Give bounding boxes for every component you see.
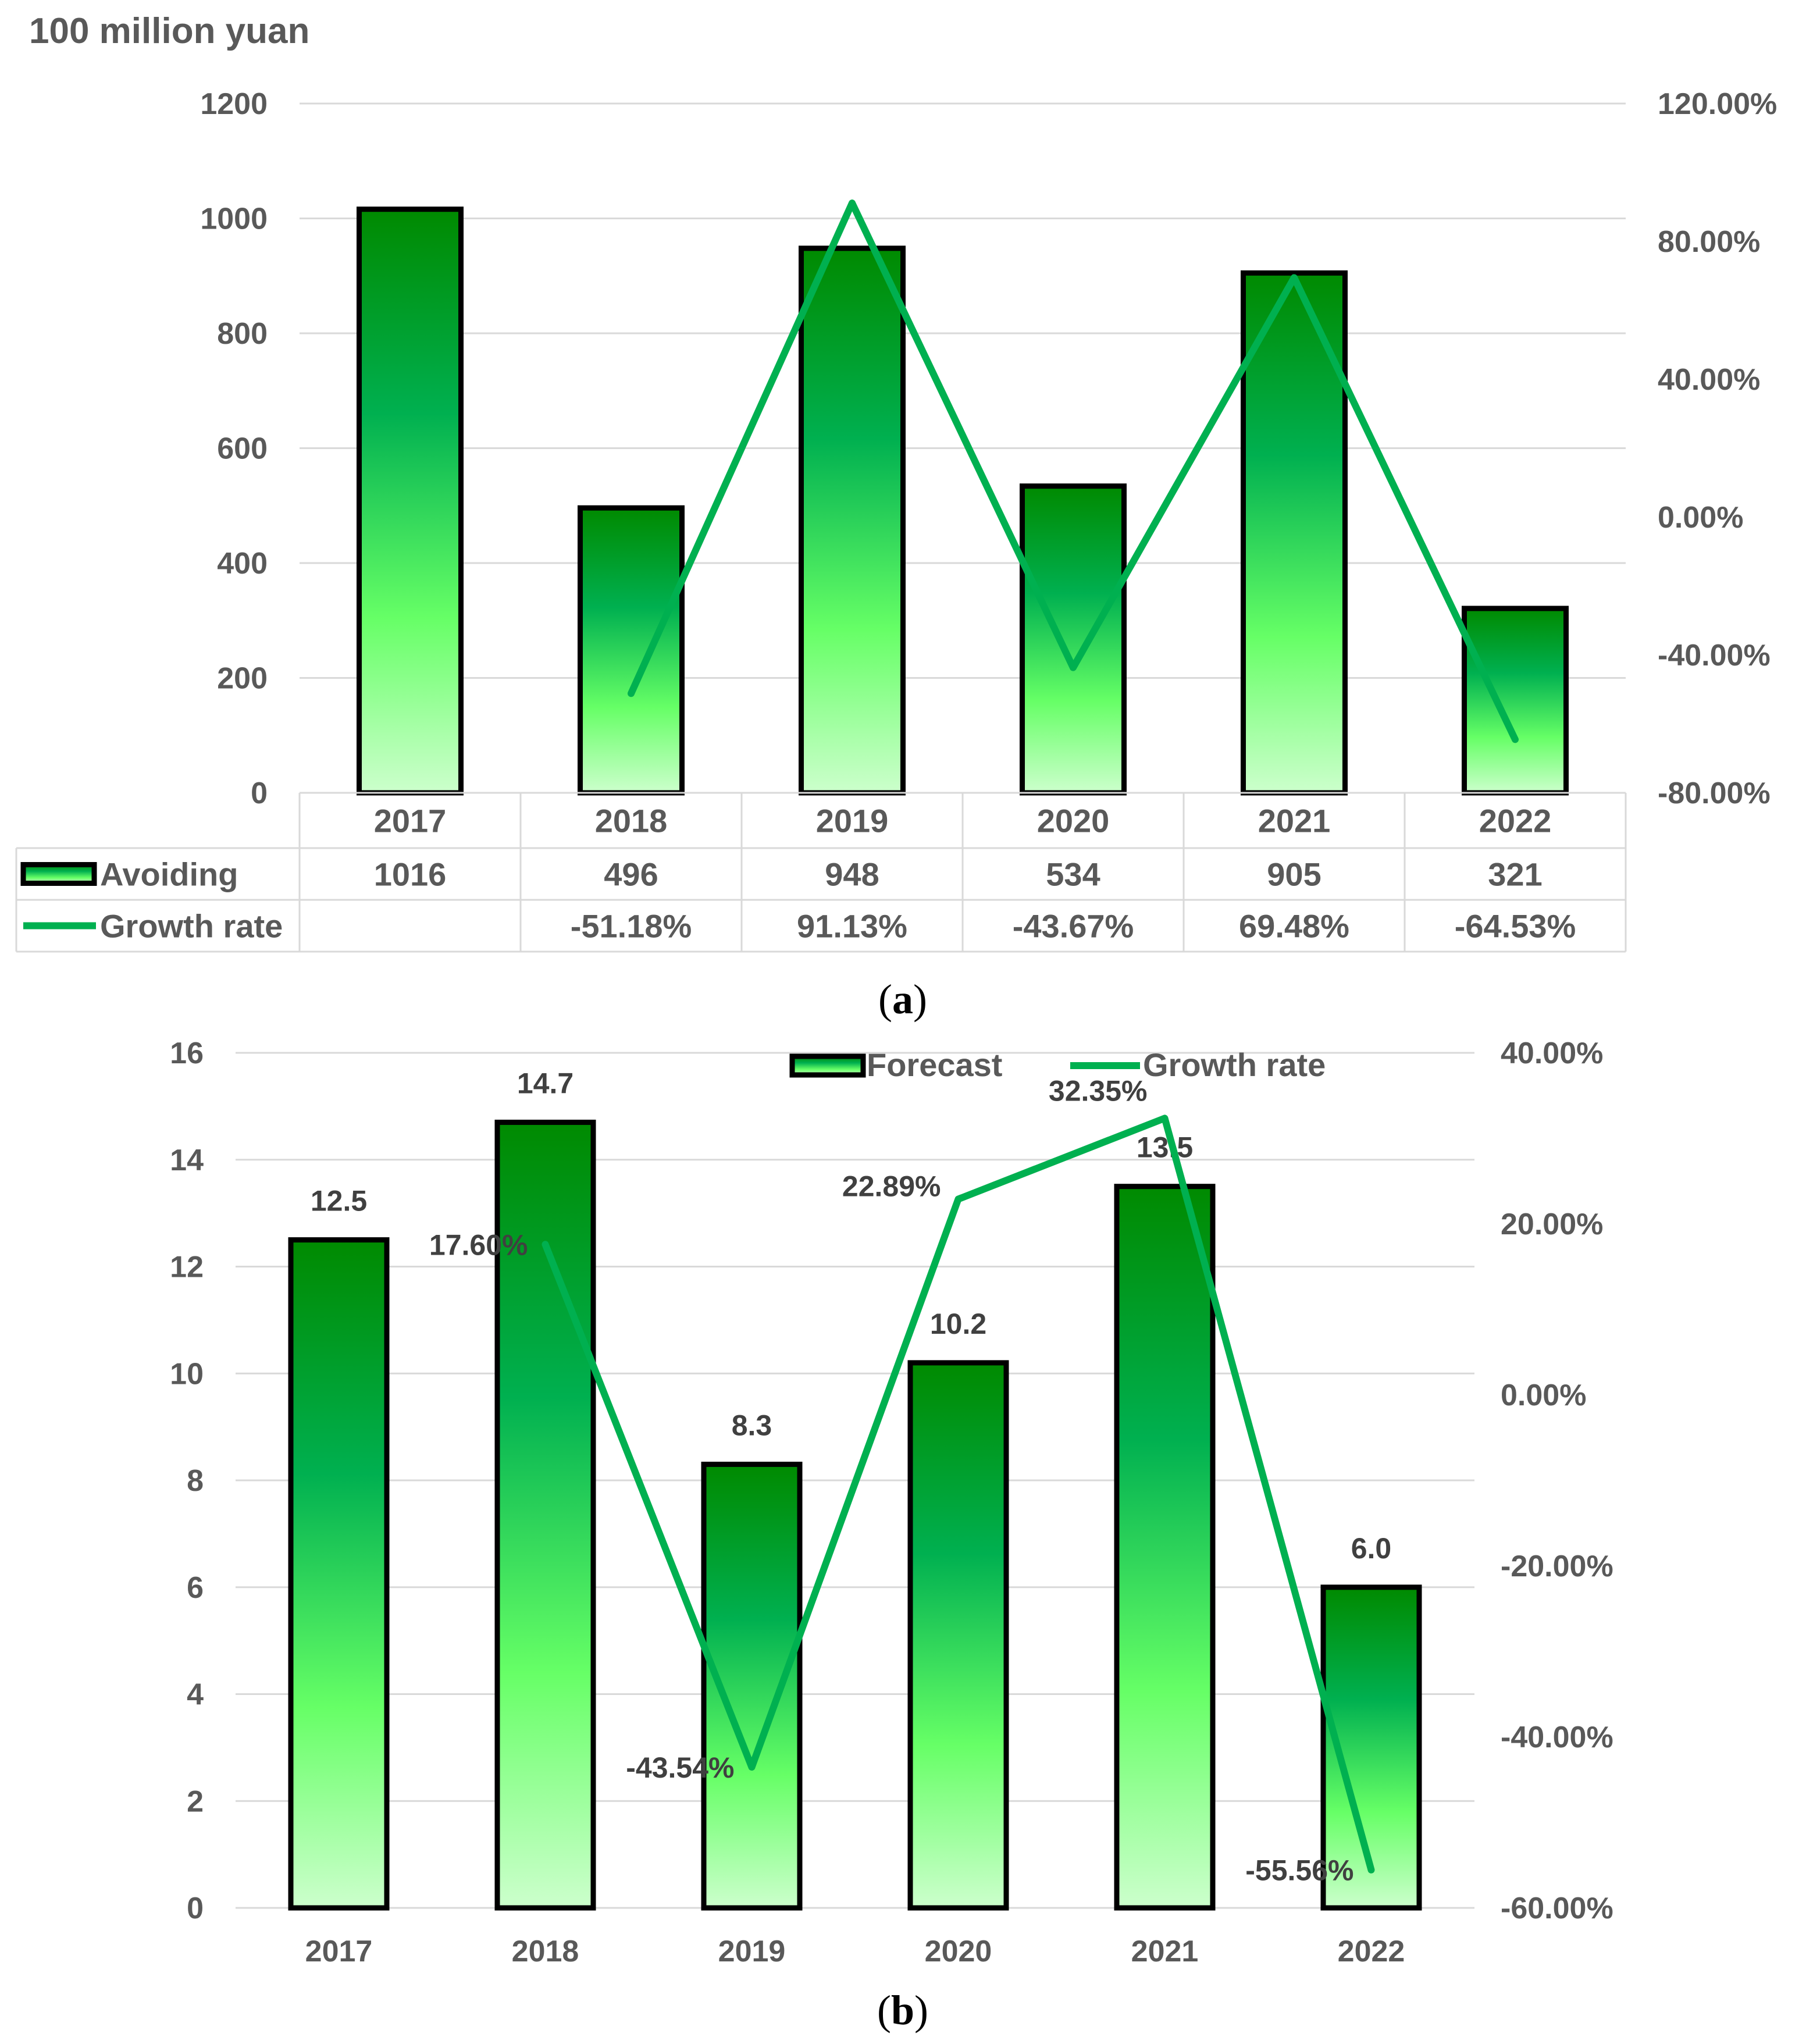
y-tick-label: 10 [170,1357,204,1391]
bar-data-label: 13.5 [1137,1131,1193,1164]
line-data-label: 22.89% [842,1170,941,1203]
legend-bar-swatch [789,1053,866,1078]
chart-a-gridlines [300,102,1626,794]
table-cell: 69.48% [1239,908,1349,945]
chart-a-y-axis: 0 200 400 600 800 1000 1200 [200,87,268,810]
chart-b-x-axis: 2017 2018 2019 2020 2021 2022 [305,1935,1405,1968]
bar-data-label: 6.0 [1351,1532,1392,1565]
table-cell: -51.18% [571,908,692,945]
y-tick-label: 4 [187,1678,204,1712]
legend-label: Avoiding [100,856,238,893]
svg-text:(b): (b) [877,1987,928,2034]
line-data-label: -55.56% [1245,1854,1353,1887]
line-data-label: 32.35% [1049,1074,1148,1107]
y-tick-label: 200 [217,662,268,696]
y2-tick-label: -40.00% [1658,639,1771,672]
y-tick-label: 1200 [200,87,268,121]
y-tick-label: 2 [187,1785,204,1818]
y-tick-label: 0 [187,1892,204,1925]
y2-tick-label: 0.00% [1658,501,1743,535]
table-cell: -64.53% [1455,908,1576,945]
x-tick-label: 2018 [512,1935,579,1968]
table-cell: 321 [1488,856,1542,893]
x-tick-label: 2019 [816,803,889,839]
legend-bar-swatch [20,862,97,886]
y-tick-label: 12 [170,1251,204,1284]
y-tick-label: 600 [217,432,268,466]
y2-tick-label: 40.00% [1501,1037,1603,1070]
bar-data-label: 14.7 [517,1067,573,1099]
bar-2017 [357,206,464,796]
bar-2020 [1020,483,1127,796]
y2-tick-label: -80.00% [1658,777,1771,810]
legend-label: Forecast [867,1046,1002,1083]
caption-b: (b) [877,1987,928,2034]
y2-tick-label: -40.00% [1501,1721,1613,1754]
y2-tick-label: 0.00% [1501,1379,1586,1412]
x-tick-label: 2021 [1131,1935,1199,1968]
x-tick-label: 2022 [1479,803,1552,839]
chart-a-bars [357,206,1569,796]
growth-rate-line [542,1114,1375,1874]
chart-b-y-axis: 0 2 4 6 8 10 12 14 16 [170,1037,204,1925]
growth-rate-line [628,200,1519,743]
chart-b: 0 2 4 6 8 10 12 14 16 -60.00% -40.00% -20.00% 0.00%… [170,1037,1613,1968]
legend-label: Growth rate [1143,1046,1326,1083]
table-cell: 91.13% [797,908,907,945]
x-tick-label: 2017 [374,803,447,839]
x-tick-label: 2022 [1338,1935,1405,1968]
y-tick-label: 14 [170,1144,204,1177]
bar-2020 [907,1360,1009,1911]
line-data-label: -43.54% [626,1751,734,1784]
y2-tick-label: 20.00% [1501,1208,1603,1241]
table-cell: 948 [825,856,879,893]
y2-tick-label: -20.00% [1501,1550,1613,1583]
x-tick-label: 2017 [305,1935,373,1968]
chart-b-legend: Forecast Growth rate [789,1046,1326,1083]
bar-data-label: 10.2 [930,1308,986,1340]
y2-tick-label: 80.00% [1658,225,1760,259]
y-tick-label: 8 [187,1464,204,1498]
bar-2018 [578,505,685,796]
chart-b-secondary-axis: -60.00% -40.00% -20.00% 0.00% 20.00% 40.00% [1501,1037,1613,1925]
chart-a: 100 million yuan 0 200 400 600 800 1000 1200 -… [15,11,1777,953]
bar-data-label: 8.3 [732,1409,772,1441]
bar-2019 [799,245,906,796]
bar-2022 [1462,606,1569,796]
table-cell: 1016 [374,856,447,893]
bar-2017 [288,1237,390,1911]
chart-a-secondary-axis: -80.00% -40.00% 0.00% 40.00% 80.00% 120.00% [1658,87,1777,810]
y-tick-label: 400 [217,547,268,581]
y-tick-label: 1000 [200,202,268,236]
y-tick-label: 6 [187,1571,204,1605]
svg-text:(a): (a) [878,976,927,1023]
chart-a-unit-label: 100 million yuan [29,11,309,51]
table-cell: 905 [1267,856,1321,893]
x-tick-label: 2020 [1037,803,1110,839]
caption-a: (a) [878,976,927,1023]
y2-tick-label: -60.00% [1501,1892,1613,1925]
legend-label: Growth rate [100,908,283,945]
x-tick-label: 2020 [925,1935,992,1968]
chart-a-growth-line [628,200,1519,743]
chart-b-bars: 12.5 14.7 8.3 10.2 13.5 6.0 [288,1067,1422,1911]
y2-tick-label: 120.00% [1658,87,1777,121]
x-tick-label: 2019 [718,1935,786,1968]
y-tick-label: 16 [170,1037,204,1070]
y-tick-label: 800 [217,317,268,351]
chart-b-growth-line: 17.60% -43.54% 22.89% 32.35% -55.56% [429,1074,1375,1887]
line-data-label: 17.60% [429,1228,528,1261]
chart-b-gridlines [236,1052,1474,1909]
bar-data-label: 12.5 [311,1185,367,1217]
table-cell: -43.67% [1013,908,1134,945]
y-tick-label: 0 [251,777,268,810]
chart-a-data-table: 2017 2018 2019 2020 2021 2022 Avoiding Growth r… [15,792,1627,953]
bar-2021 [1114,1184,1216,1911]
y2-tick-label: 40.00% [1658,363,1760,397]
table-cell: 496 [604,856,658,893]
x-tick-label: 2018 [595,803,668,839]
x-tick-label: 2021 [1258,803,1331,839]
table-cell: 534 [1046,856,1100,893]
